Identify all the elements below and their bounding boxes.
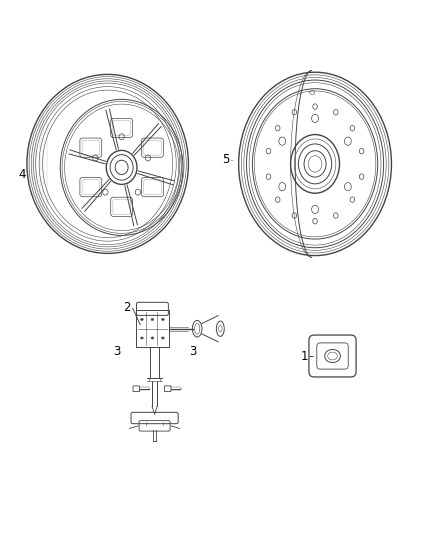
- Text: 3: 3: [189, 345, 197, 358]
- Text: 5: 5: [222, 153, 229, 166]
- Text: 4: 4: [18, 168, 25, 181]
- Ellipse shape: [141, 318, 143, 320]
- Ellipse shape: [151, 337, 154, 339]
- Ellipse shape: [162, 318, 164, 320]
- Text: 1: 1: [300, 350, 308, 362]
- Ellipse shape: [141, 337, 143, 339]
- Ellipse shape: [151, 318, 154, 320]
- Text: 2: 2: [124, 302, 131, 314]
- Text: 3: 3: [113, 345, 120, 358]
- Ellipse shape: [162, 337, 164, 339]
